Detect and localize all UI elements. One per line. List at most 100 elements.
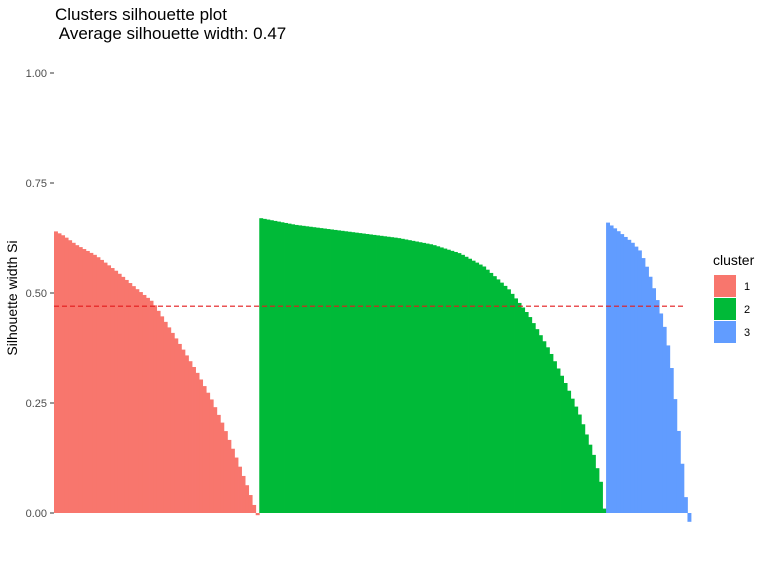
silhouette-bar-cluster-2 bbox=[301, 225, 306, 513]
silhouette-bar-cluster-3 bbox=[683, 497, 688, 513]
silhouette-bar-cluster-1 bbox=[184, 355, 189, 513]
silhouette-bar-cluster-1 bbox=[255, 513, 260, 516]
silhouette-bar-cluster-1 bbox=[245, 485, 250, 513]
y-tick-label: 0.00 bbox=[26, 508, 47, 520]
legend-label-2: 2 bbox=[744, 304, 750, 316]
silhouette-bar-cluster-2 bbox=[577, 414, 582, 513]
silhouette-bar-cluster-2 bbox=[503, 285, 508, 513]
silhouette-bar-cluster-2 bbox=[567, 390, 572, 513]
silhouette-bar-cluster-2 bbox=[531, 323, 536, 513]
silhouette-bar-cluster-3 bbox=[652, 288, 657, 513]
silhouette-bar-cluster-2 bbox=[344, 231, 349, 514]
silhouette-bar-cluster-2 bbox=[584, 434, 589, 513]
silhouette-bar-cluster-2 bbox=[319, 228, 324, 514]
silhouette-bar-cluster-1 bbox=[252, 504, 257, 513]
silhouette-bar-cluster-2 bbox=[556, 368, 561, 513]
silhouette-bar-cluster-2 bbox=[305, 226, 310, 514]
silhouette-bar-cluster-2 bbox=[591, 454, 596, 513]
silhouette-bar-cluster-2 bbox=[365, 234, 370, 513]
silhouette-bar-cluster-1 bbox=[110, 268, 115, 513]
silhouette-bar-cluster-2 bbox=[262, 218, 267, 513]
silhouette-bar-cluster-1 bbox=[92, 254, 97, 513]
silhouette-bar-cluster-3 bbox=[630, 242, 635, 513]
silhouette-bar-cluster-1 bbox=[131, 286, 136, 513]
silhouette-bar-cluster-3 bbox=[662, 326, 667, 513]
silhouette-bar-cluster-2 bbox=[337, 230, 342, 513]
silhouette-bar-cluster-2 bbox=[499, 282, 504, 513]
silhouette-bar-cluster-2 bbox=[354, 232, 359, 513]
silhouette-bar-cluster-1 bbox=[149, 300, 154, 513]
silhouette-bar-cluster-2 bbox=[361, 233, 366, 514]
silhouette-bar-cluster-2 bbox=[322, 228, 327, 513]
silhouette-bar-cluster-2 bbox=[475, 262, 480, 513]
silhouette-bar-cluster-1 bbox=[78, 247, 83, 514]
silhouette-bar-cluster-2 bbox=[294, 224, 299, 513]
silhouette-bar-cluster-2 bbox=[457, 253, 462, 514]
silhouette-bar-cluster-2 bbox=[460, 254, 465, 513]
silhouette-bars bbox=[54, 218, 692, 522]
silhouette-bar-cluster-1 bbox=[82, 249, 87, 514]
silhouette-bar-cluster-2 bbox=[326, 229, 331, 513]
silhouette-bar-cluster-1 bbox=[135, 289, 140, 513]
silhouette-bar-cluster-2 bbox=[439, 247, 444, 513]
silhouette-bar-cluster-1 bbox=[89, 252, 94, 513]
silhouette-bar-cluster-2 bbox=[478, 264, 483, 513]
silhouette-bar-cluster-1 bbox=[177, 343, 182, 513]
silhouette-bar-cluster-1 bbox=[238, 466, 242, 513]
silhouette-bar-cluster-1 bbox=[170, 332, 175, 513]
silhouette-bar-cluster-1 bbox=[114, 270, 119, 513]
y-tick-label: 0.50 bbox=[26, 288, 47, 300]
silhouette-bar-cluster-2 bbox=[492, 276, 497, 513]
silhouette-bar-cluster-2 bbox=[393, 237, 398, 513]
silhouette-bar-cluster-1 bbox=[230, 448, 235, 513]
silhouette-bar-cluster-2 bbox=[432, 245, 437, 514]
silhouette-bar-cluster-1 bbox=[199, 379, 204, 513]
silhouette-bar-cluster-1 bbox=[167, 327, 172, 513]
silhouette-bar-cluster-2 bbox=[552, 361, 557, 513]
silhouette-bar-cluster-1 bbox=[153, 305, 158, 513]
silhouette-bar-cluster-2 bbox=[422, 242, 426, 513]
silhouette-bar-cluster-2 bbox=[464, 256, 469, 513]
silhouette-bar-cluster-2 bbox=[298, 225, 303, 513]
silhouette-bar-cluster-1 bbox=[54, 231, 58, 513]
silhouette-bar-cluster-2 bbox=[588, 444, 593, 513]
silhouette-bar-cluster-1 bbox=[227, 439, 232, 513]
silhouette-bar-cluster-2 bbox=[510, 293, 515, 513]
silhouette-bar-cluster-2 bbox=[524, 312, 529, 513]
silhouette-bar-cluster-3 bbox=[606, 222, 611, 513]
silhouette-bar-cluster-1 bbox=[117, 273, 122, 513]
silhouette-bar-cluster-2 bbox=[574, 406, 579, 513]
silhouette-bar-cluster-2 bbox=[259, 218, 264, 513]
legend-swatch-3 bbox=[714, 321, 736, 343]
silhouette-bar-cluster-1 bbox=[121, 276, 126, 513]
silhouette-bar-cluster-3 bbox=[634, 246, 639, 514]
silhouette-bar-cluster-2 bbox=[496, 279, 501, 513]
silhouette-bar-cluster-3 bbox=[637, 250, 642, 513]
silhouette-bar-cluster-1 bbox=[195, 372, 200, 513]
silhouette-bar-cluster-2 bbox=[418, 242, 423, 513]
silhouette-bar-cluster-3 bbox=[627, 239, 632, 513]
silhouette-bar-cluster-1 bbox=[188, 361, 193, 513]
silhouette-bar-cluster-2 bbox=[273, 220, 278, 514]
silhouette-bar-cluster-1 bbox=[181, 349, 186, 513]
silhouette-bar-cluster-1 bbox=[163, 321, 168, 513]
silhouette-bar-cluster-2 bbox=[425, 243, 430, 513]
y-tick-label: 0.25 bbox=[26, 398, 47, 410]
legend: cluster 1 2 3 bbox=[713, 252, 755, 343]
silhouette-bar-cluster-1 bbox=[96, 257, 101, 513]
silhouette-bar-cluster-2 bbox=[570, 398, 575, 513]
legend-swatch-2 bbox=[714, 298, 736, 320]
silhouette-bar-cluster-2 bbox=[404, 239, 409, 513]
silhouette-bar-cluster-1 bbox=[64, 237, 69, 513]
silhouette-bar-cluster-1 bbox=[124, 279, 129, 513]
silhouette-bar-cluster-2 bbox=[284, 222, 288, 513]
silhouette-bar-cluster-3 bbox=[616, 231, 621, 513]
silhouette-bar-cluster-1 bbox=[156, 310, 161, 513]
silhouette-bar-cluster-2 bbox=[333, 229, 338, 513]
silhouette-bar-cluster-1 bbox=[138, 292, 143, 513]
silhouette-bar-cluster-2 bbox=[291, 224, 296, 513]
silhouette-bar-cluster-2 bbox=[315, 227, 320, 513]
silhouette-bar-cluster-1 bbox=[192, 366, 196, 513]
silhouette-bar-cluster-1 bbox=[234, 457, 239, 513]
silhouette-bar-cluster-1 bbox=[220, 422, 225, 513]
